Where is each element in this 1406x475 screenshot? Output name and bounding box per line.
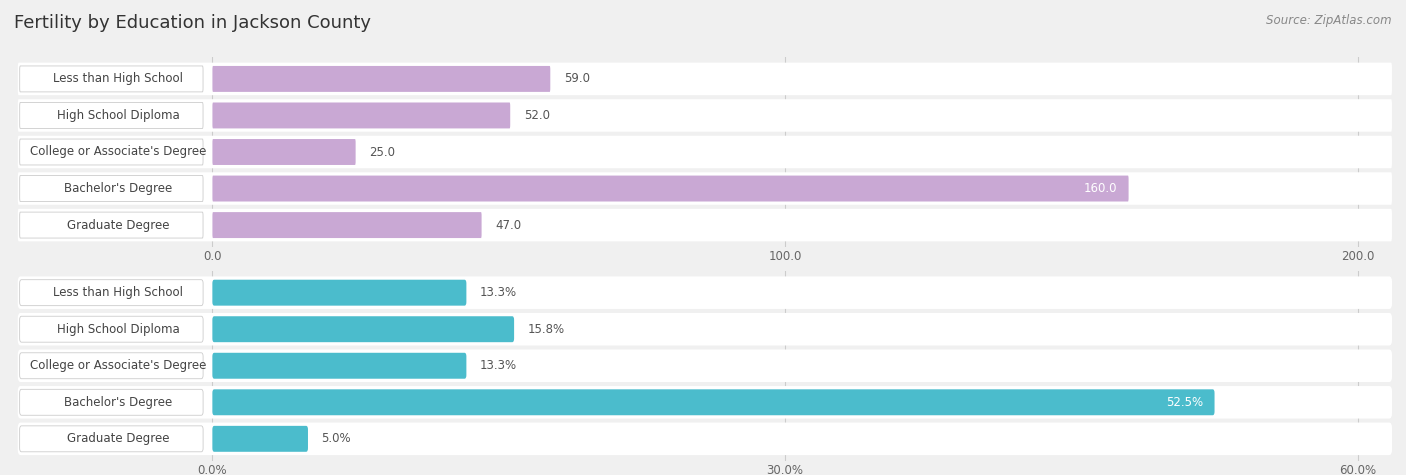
FancyBboxPatch shape <box>212 212 482 238</box>
FancyBboxPatch shape <box>212 353 467 379</box>
Text: Less than High School: Less than High School <box>53 286 183 299</box>
Text: 15.8%: 15.8% <box>527 323 565 336</box>
Text: 13.3%: 13.3% <box>479 359 517 372</box>
FancyBboxPatch shape <box>18 350 1392 382</box>
FancyBboxPatch shape <box>212 390 1215 415</box>
FancyBboxPatch shape <box>20 212 202 238</box>
FancyBboxPatch shape <box>20 103 202 128</box>
Text: 52.5%: 52.5% <box>1166 396 1204 409</box>
Text: Less than High School: Less than High School <box>53 72 183 86</box>
Text: 59.0: 59.0 <box>564 72 591 86</box>
FancyBboxPatch shape <box>18 276 1392 309</box>
FancyBboxPatch shape <box>18 172 1392 205</box>
Text: High School Diploma: High School Diploma <box>56 109 180 122</box>
Text: Fertility by Education in Jackson County: Fertility by Education in Jackson County <box>14 14 371 32</box>
FancyBboxPatch shape <box>20 426 202 452</box>
FancyBboxPatch shape <box>18 63 1392 95</box>
Text: College or Associate's Degree: College or Associate's Degree <box>30 145 207 159</box>
Text: High School Diploma: High School Diploma <box>56 323 180 336</box>
FancyBboxPatch shape <box>18 209 1392 241</box>
Text: 52.0: 52.0 <box>524 109 550 122</box>
FancyBboxPatch shape <box>212 103 510 128</box>
Text: Source: ZipAtlas.com: Source: ZipAtlas.com <box>1267 14 1392 27</box>
FancyBboxPatch shape <box>18 313 1392 345</box>
FancyBboxPatch shape <box>212 280 467 305</box>
Text: 47.0: 47.0 <box>495 218 522 232</box>
FancyBboxPatch shape <box>20 353 202 379</box>
Text: 13.3%: 13.3% <box>479 286 517 299</box>
FancyBboxPatch shape <box>18 386 1392 418</box>
FancyBboxPatch shape <box>20 280 202 305</box>
Text: Graduate Degree: Graduate Degree <box>66 218 169 232</box>
Text: 5.0%: 5.0% <box>322 432 352 446</box>
FancyBboxPatch shape <box>212 66 550 92</box>
FancyBboxPatch shape <box>20 316 202 342</box>
FancyBboxPatch shape <box>18 423 1392 455</box>
FancyBboxPatch shape <box>20 139 202 165</box>
FancyBboxPatch shape <box>20 390 202 415</box>
FancyBboxPatch shape <box>20 66 202 92</box>
FancyBboxPatch shape <box>20 176 202 201</box>
FancyBboxPatch shape <box>212 426 308 452</box>
Text: 25.0: 25.0 <box>370 145 395 159</box>
Text: College or Associate's Degree: College or Associate's Degree <box>30 359 207 372</box>
FancyBboxPatch shape <box>212 139 356 165</box>
FancyBboxPatch shape <box>212 176 1129 201</box>
FancyBboxPatch shape <box>18 136 1392 168</box>
Text: 160.0: 160.0 <box>1084 182 1118 195</box>
FancyBboxPatch shape <box>18 99 1392 132</box>
Text: Bachelor's Degree: Bachelor's Degree <box>63 396 172 409</box>
Text: Graduate Degree: Graduate Degree <box>66 432 169 446</box>
Text: Bachelor's Degree: Bachelor's Degree <box>63 182 172 195</box>
FancyBboxPatch shape <box>212 316 515 342</box>
